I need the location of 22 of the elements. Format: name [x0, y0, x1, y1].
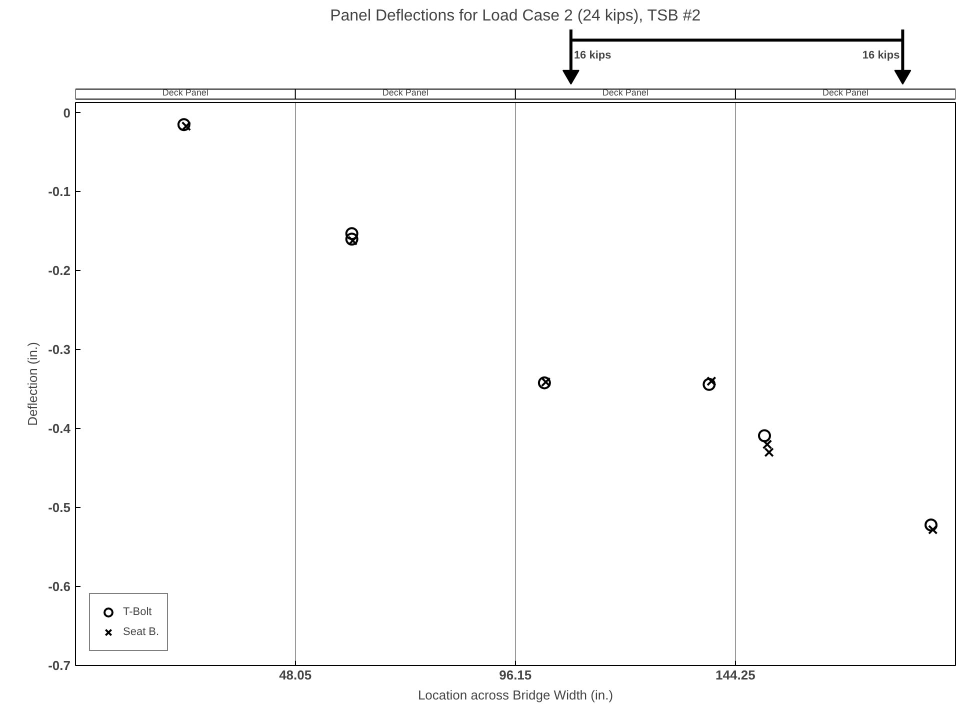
x-tick-label: 48.05: [279, 668, 312, 682]
text: Deck Panel: [382, 88, 428, 98]
text: Deck Panel: [162, 88, 208, 98]
y-tick-label: -0.6: [48, 579, 71, 594]
x-tick-label: 144.25: [716, 668, 756, 682]
y-tick-label: -0.5: [48, 500, 71, 516]
text: 16 kips: [574, 49, 612, 62]
y-tick-label: -0.7: [48, 658, 71, 673]
chart-title: Panel Deflections for Load Case 2 (24 kips), TSB #2: [330, 8, 701, 24]
y-tick-label: 0: [63, 105, 71, 120]
legend-label: Seat B.: [123, 626, 160, 638]
y-tick-label: -0.3: [48, 342, 71, 358]
y-axis-title: Deflection (in.): [25, 342, 40, 426]
y-tick-label: -0.2: [48, 263, 71, 278]
y-tick-label: -0.4: [48, 421, 72, 436]
legend-label: T-Bolt: [123, 606, 152, 618]
x-axis-title: Location across Bridge Width (in.): [418, 688, 614, 702]
text: Deck Panel: [822, 88, 868, 98]
y-tick-label: -0.1: [48, 184, 71, 200]
x-tick-label: 96.15: [499, 668, 532, 682]
text: 16 kips: [862, 49, 900, 62]
text: Deck Panel: [602, 88, 648, 98]
